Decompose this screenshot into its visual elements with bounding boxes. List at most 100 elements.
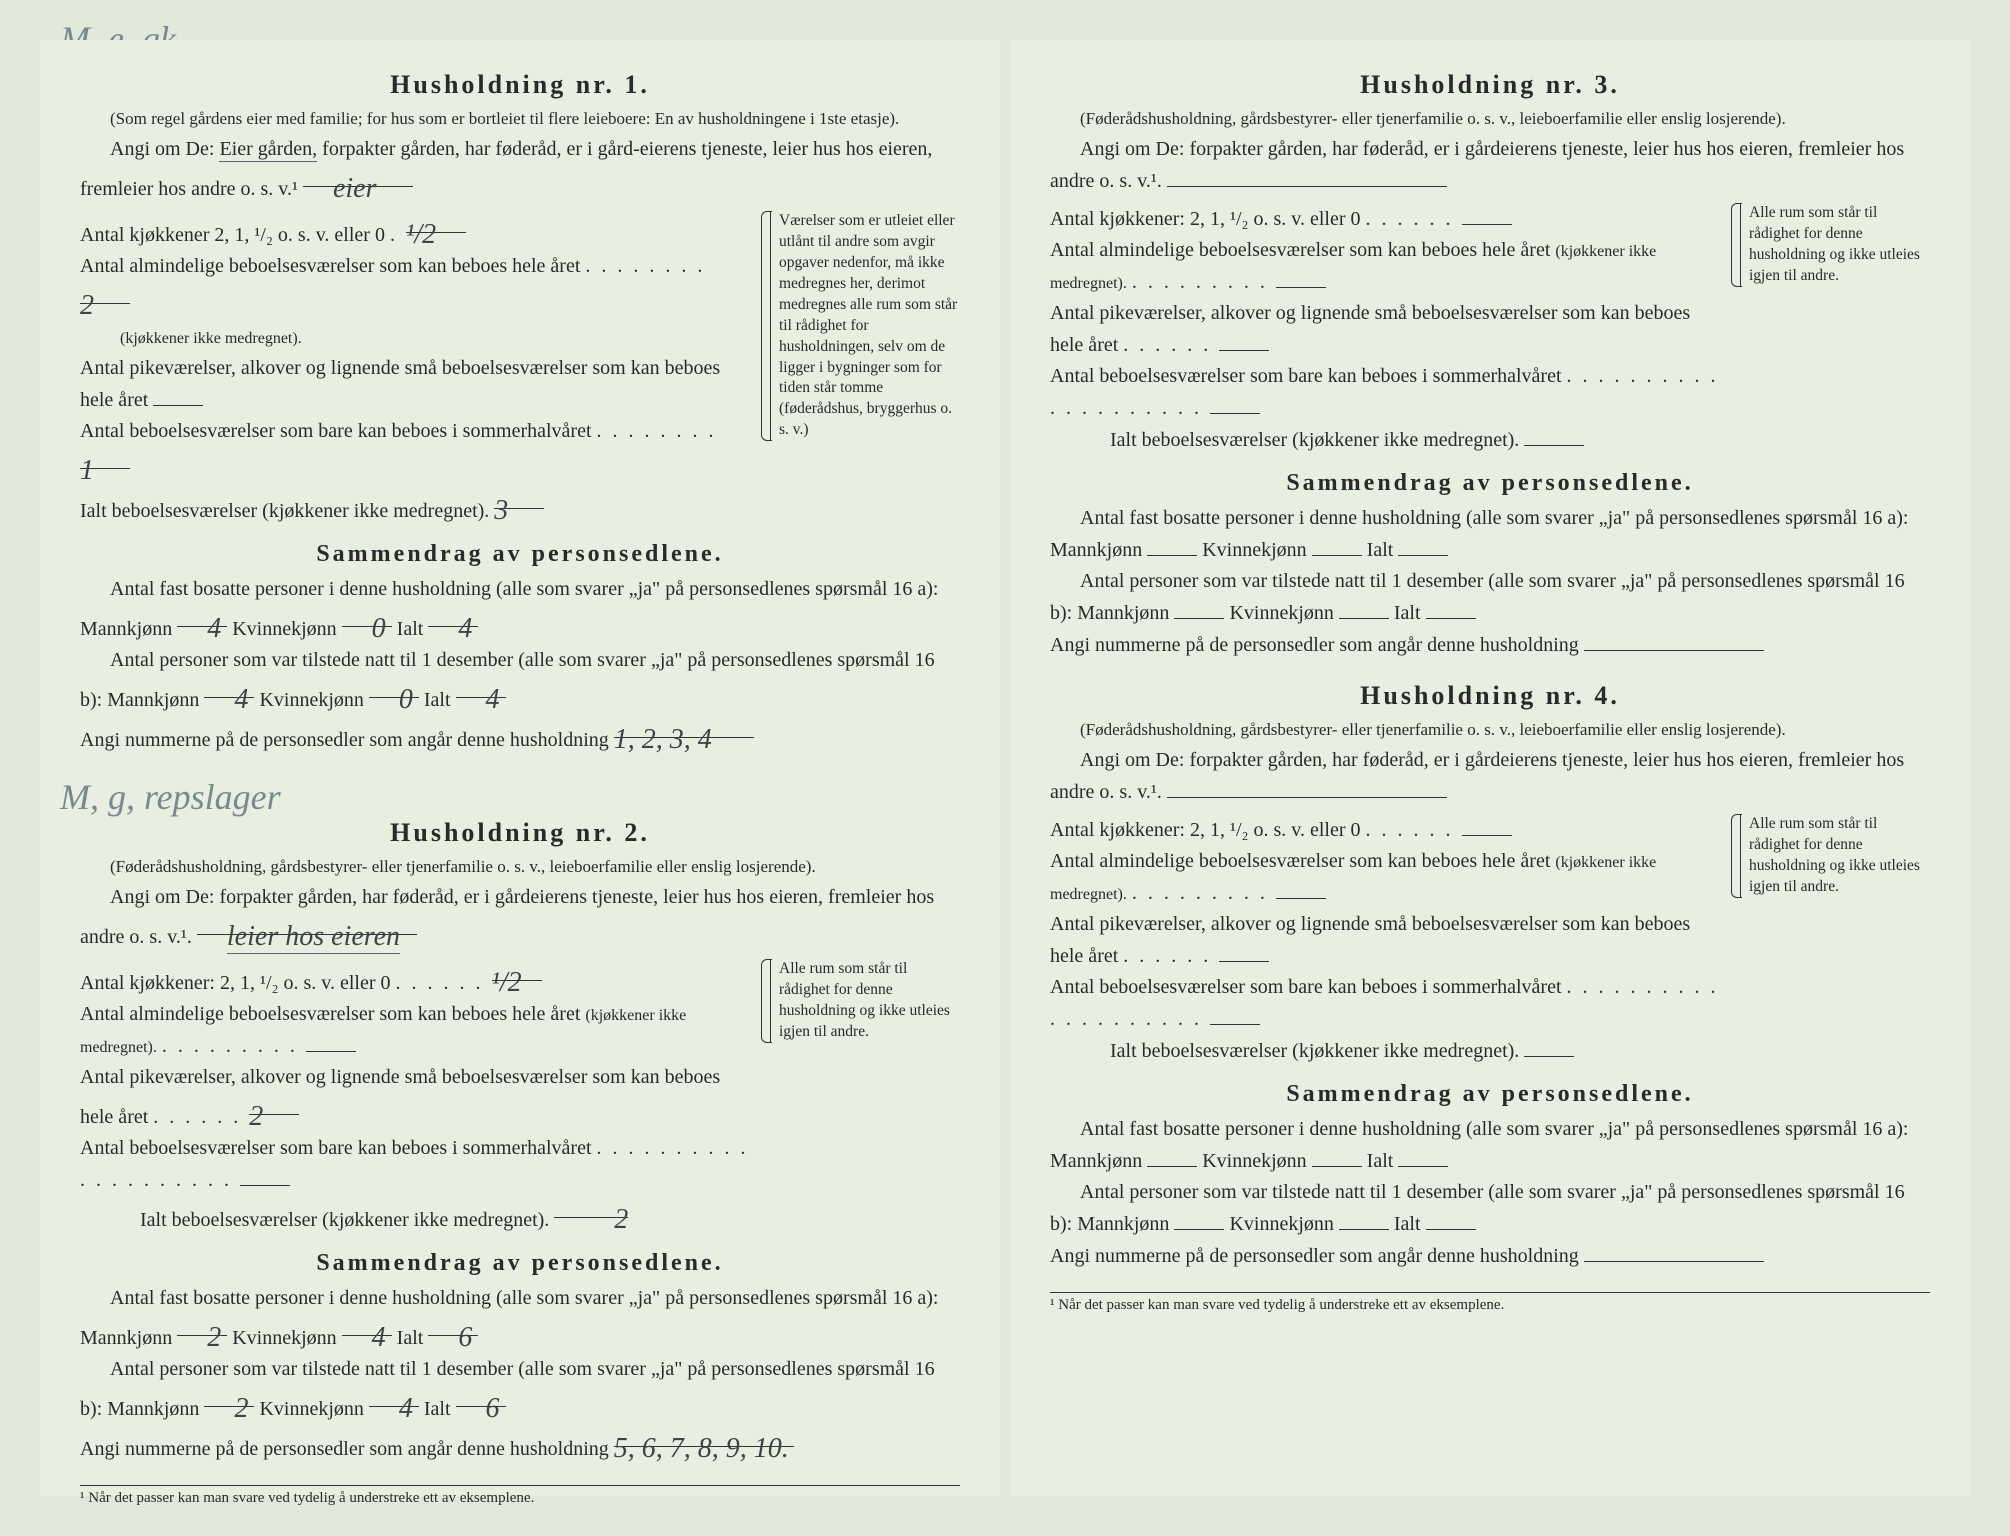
h3-kitchen-row: Antal kjøkkener: 2, 1, ¹/₂ o. s. v. elle…: [1050, 203, 1720, 235]
angi-prefix: Angi om De:: [110, 138, 214, 160]
h3-total-row: Ialt beboelsesværelser (kjøkkener ikke m…: [1050, 424, 1720, 456]
h2-angi-value: leier hos eieren: [227, 921, 400, 954]
h4-angi: Angi om De: forpakter gården, har føderå…: [1050, 745, 1930, 808]
kitchen-label: Antal kjøkkener: 2, 1, ¹/₂ o. s. v. elle…: [1050, 819, 1361, 841]
kitchen-label: Antal kjøkkener: 2, 1, ¹/₂ o. s. v. elle…: [80, 972, 391, 994]
h1-total-row: Ialt beboelsesværelser (kjøkkener ikke m…: [80, 487, 750, 527]
h3-title: Husholdning nr. 3.: [1050, 70, 1930, 100]
s-line1-pre: Antal fast bosatte personer i denne hush…: [110, 578, 939, 600]
kvinne-label: Kvinnekjønn: [1202, 1150, 1306, 1172]
h4-room-1: Antal pikeværelser, alkover og lignende …: [1050, 909, 1720, 972]
h1-nummer-row: Angi nummerne på de personsedler som ang…: [80, 716, 960, 756]
h4-nummer-row: Angi nummerne på de personsedler som ang…: [1050, 1240, 1930, 1272]
footnote-right: ¹ Når det passer kan man svare ved tydel…: [1050, 1292, 1930, 1314]
angi-underlined: Eier gården,: [219, 138, 317, 162]
page-left: Husholdning nr. 1. (Som regel gårdens ei…: [40, 40, 1000, 1496]
kvinne-label: Kvinnekjønn: [1229, 602, 1333, 624]
h1-ialt-16a: 4: [458, 613, 472, 644]
room-label: Antal beboelsesværelser som bare kan beb…: [80, 1137, 592, 1159]
ialt-label: Ialt: [1394, 1213, 1421, 1235]
h3-side-note: Alle rum som står til rådighet for denne…: [1740, 203, 1930, 287]
kvinne-label: Kvinnekjønn: [232, 1327, 336, 1349]
h3-s-line1: Antal fast bosatte personer i denne hush…: [1050, 503, 1930, 566]
h2-mann-16a: 2: [207, 1322, 221, 1353]
h1-kvinne-16a: 0: [372, 613, 386, 644]
room-label: Antal almindelige beboelsesværelser som …: [80, 1003, 580, 1025]
household-4: Husholdning nr. 4. (Føderådshusholdning,…: [1050, 681, 1930, 1272]
h2-total-value: 2: [614, 1204, 628, 1235]
h1-nummer-value: 1, 2, 3, 4: [614, 724, 712, 755]
h1-angi-value: eier: [333, 173, 377, 204]
h4-subtitle: (Føderådshusholdning, gårdsbestyrer- ell…: [1050, 719, 1930, 741]
pencil-annotation-h2: M, g, repslager: [60, 776, 281, 818]
kitchen-label: Antal kjøkkener 2, 1, ¹/₂ o. s. v. eller…: [80, 224, 385, 246]
h3-nummer-row: Angi nummerne på de personsedler som ang…: [1050, 629, 1930, 661]
ialt-label: Ialt: [397, 1327, 424, 1349]
h3-sammendrag-title: Sammendrag av personsedlene.: [1050, 470, 1930, 497]
household-1: Husholdning nr. 1. (Som regel gårdens ei…: [80, 70, 960, 756]
h2-kitchen-value: ¹/2: [492, 967, 522, 998]
h1-room-0: Antal almindelige beboelsesværelser som …: [80, 251, 750, 353]
s-line1-pre: Antal fast bosatte personer i denne hush…: [110, 1287, 939, 1309]
room-label: Antal beboelsesværelser som bare kan beb…: [1050, 976, 1562, 998]
h3-angi: Angi om De: forpakter gården, har føderå…: [1050, 134, 1930, 197]
h1-title: Husholdning nr. 1.: [80, 70, 960, 100]
kvinne-label: Kvinnekjønn: [1202, 539, 1306, 561]
h2-total-row: Ialt beboelsesværelser (kjøkkener ikke m…: [80, 1196, 750, 1236]
ialt-label: Ialt: [1367, 1150, 1394, 1172]
h4-s-line1: Antal fast bosatte personer i denne hush…: [1050, 1114, 1930, 1177]
h1-kitchen-value: ¹/2: [406, 219, 436, 250]
h2-ialt-16b: 6: [486, 1393, 500, 1424]
ialt-label: Ialt: [1367, 539, 1394, 561]
h3-room-0: Antal almindelige beboelsesværelser som …: [1050, 235, 1720, 298]
h1-s-line2: Antal personer som var tilstede natt til…: [80, 645, 960, 716]
total-label: Ialt beboelsesværelser (kjøkkener ikke m…: [1110, 1040, 1519, 1062]
h4-room-0: Antal almindelige beboelsesværelser som …: [1050, 846, 1720, 909]
page-right: Husholdning nr. 3. (Føderådshusholdning,…: [1010, 40, 1970, 1496]
h1-kvinne-16b: 0: [399, 684, 413, 715]
h3-s-line2: Antal personer som var tilstede natt til…: [1050, 566, 1930, 629]
h2-s-line1: Antal fast bosatte personer i denne hush…: [80, 1283, 960, 1354]
nummer-label: Angi nummerne på de personsedler som ang…: [80, 729, 609, 751]
h2-side-note: Alle rum som står til rådighet for denne…: [770, 959, 960, 1043]
h1-mann-16a: 4: [207, 613, 221, 644]
h4-title: Husholdning nr. 4.: [1050, 681, 1930, 711]
nummer-label: Angi nummerne på de personsedler som ang…: [1050, 634, 1579, 656]
h3-room-2: Antal beboelsesværelser som bare kan beb…: [1050, 361, 1720, 424]
household-3: Husholdning nr. 3. (Føderådshusholdning,…: [1050, 70, 1930, 661]
angi-prefix: Angi om De:: [1080, 749, 1184, 771]
h2-nummer-value: 5, 6, 7, 8, 9, 10.: [614, 1433, 789, 1464]
h4-sammendrag-title: Sammendrag av personsedlene.: [1050, 1081, 1930, 1108]
ialt-label: Ialt: [424, 1398, 451, 1420]
h1-mann-16b: 4: [234, 684, 248, 715]
kvinne-label: Kvinnekjønn: [259, 1398, 363, 1420]
ialt-label: Ialt: [424, 689, 451, 711]
h2-room-0: Antal almindelige beboelsesværelser som …: [80, 999, 750, 1062]
angi-prefix: Angi om De:: [1080, 138, 1184, 160]
h2-title: Husholdning nr. 2.: [80, 818, 960, 848]
h1-room-2: Antal beboelsesværelser som bare kan beb…: [80, 416, 750, 487]
s-line1-pre: Antal fast bosatte personer i denne hush…: [1080, 1118, 1909, 1140]
room-label: Antal almindelige beboelsesværelser som …: [1050, 239, 1550, 261]
h2-mann-16b: 2: [234, 1393, 248, 1424]
room-label: Antal beboelsesværelser som bare kan beb…: [1050, 365, 1562, 387]
h1-angi: Angi om De: Eier gården, forpakter gårde…: [80, 134, 960, 205]
h2-room-1-value: 2: [249, 1101, 263, 1132]
h1-room-2-value: 1: [80, 455, 94, 486]
mann-label: Mannkjønn: [80, 618, 172, 640]
mann-label: Mannkjønn: [1050, 539, 1142, 561]
mann-label: Mannkjønn: [1050, 1150, 1142, 1172]
h2-kitchen-row: Antal kjøkkener: 2, 1, ¹/₂ o. s. v. elle…: [80, 959, 750, 999]
h4-room-2: Antal beboelsesværelser som bare kan beb…: [1050, 972, 1720, 1035]
kvinne-label: Kvinnekjønn: [232, 618, 336, 640]
room-label: Antal almindelige beboelsesværelser som …: [80, 255, 580, 277]
total-label: Ialt beboelsesværelser (kjøkkener ikke m…: [80, 500, 489, 522]
h3-subtitle: (Føderådshusholdning, gårdsbestyrer- ell…: [1050, 108, 1930, 130]
h3-room-1: Antal pikeværelser, alkover og lignende …: [1050, 298, 1720, 361]
h1-room-0-value: 2: [80, 290, 94, 321]
h4-kitchen-row: Antal kjøkkener: 2, 1, ¹/₂ o. s. v. elle…: [1050, 814, 1720, 846]
total-label: Ialt beboelsesværelser (kjøkkener ikke m…: [1110, 429, 1519, 451]
mann-label: Mannkjønn: [1077, 1213, 1169, 1235]
kitchen-label: Antal kjøkkener: 2, 1, ¹/₂ o. s. v. elle…: [1050, 208, 1361, 230]
mann-label: Mannkjønn: [1077, 602, 1169, 624]
